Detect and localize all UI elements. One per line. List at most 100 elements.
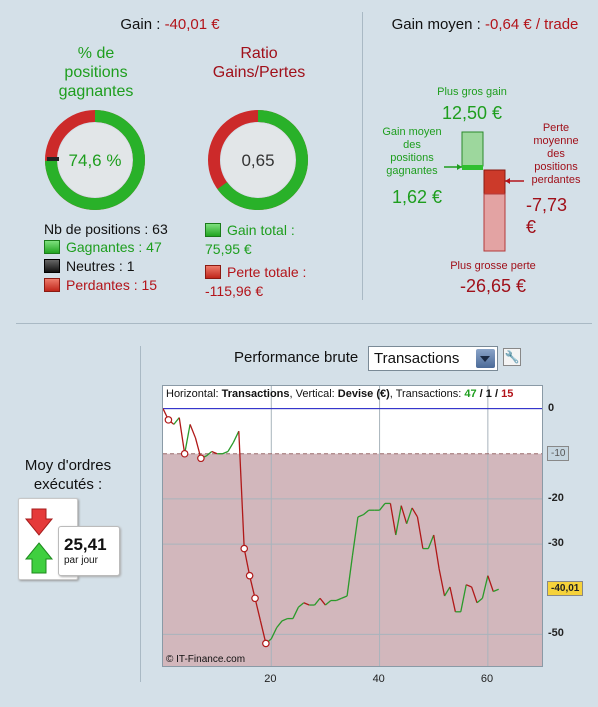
- series-segment: [211, 450, 218, 455]
- series-segment: [205, 450, 213, 457]
- series-segment: [297, 602, 305, 608]
- series-segment: [270, 627, 278, 640]
- perte-moyenne-bar: [483, 169, 506, 195]
- y-tick-label: -50: [548, 627, 564, 640]
- gain-moyen-arrow-head: [457, 164, 462, 170]
- series-segment: [346, 555, 354, 597]
- ratio-value: 0,65: [241, 151, 275, 170]
- plus-grosse-perte-bar: [483, 193, 506, 252]
- series-segment: [379, 503, 386, 511]
- gain-total: Gain total : 75,95 €: [205, 221, 295, 259]
- moy-value: 25,41: [64, 535, 107, 554]
- gain-loss-bars: [444, 131, 524, 252]
- ratio-donut: [208, 110, 308, 210]
- green-swatch-icon: [44, 240, 60, 254]
- y-tick-label: 0: [548, 401, 555, 414]
- loss-point: [197, 454, 205, 463]
- series-segment: [493, 588, 499, 593]
- perte-totale: Perte totale : -115,96 €: [205, 263, 306, 301]
- wrench-icon[interactable]: 🔧: [503, 348, 521, 366]
- moy-label: Moy d'ordres exécutés :: [24, 457, 112, 493]
- hdr-vertical: Devise (€): [337, 388, 390, 400]
- top-divider: [362, 12, 363, 300]
- hdr-slash-1: /: [476, 388, 486, 400]
- series-segment: [427, 534, 435, 549]
- hdr-slash-2: /: [491, 388, 502, 400]
- loss-point: [164, 416, 173, 424]
- green-swatch-icon: [205, 223, 221, 237]
- y-tick-label: -30: [548, 537, 564, 550]
- gain-moyen-pos-value: 1,62 €: [391, 187, 443, 207]
- perdantes-label: Perdantes : 15: [66, 277, 158, 293]
- performance-chart: [163, 386, 542, 666]
- series-segment: [178, 417, 186, 454]
- perte-totale-label: Perte totale :: [227, 264, 307, 280]
- hdr-tx-neutral: 1: [485, 388, 492, 400]
- hdr-horizontal: Transactions: [221, 388, 290, 400]
- series-segment: [357, 514, 364, 518]
- series-segment: [411, 507, 419, 518]
- gain-header: Gain : -40,01 €: [0, 16, 340, 33]
- donut-neutral-mark: [47, 157, 59, 161]
- series-segment: [243, 548, 251, 576]
- series-segment: [449, 586, 457, 612]
- chart-header: Horizontal: Transactions, Vertical: Devi…: [166, 388, 513, 400]
- red-swatch-icon: [44, 278, 60, 292]
- plus-grosse-perte-label: Plus grosse perte: [450, 260, 536, 272]
- nb-positions: Nb de positions : 63: [44, 221, 168, 237]
- series-segment: [232, 430, 240, 443]
- series-segment: [222, 450, 229, 455]
- gain-moyen-value: -0,64 € / trade: [484, 16, 579, 33]
- gain-value: -40,01 €: [164, 16, 220, 33]
- perte-moyenne-arrow-head: [505, 178, 510, 184]
- x-tick-label: 60: [480, 673, 494, 685]
- loss-point: [240, 544, 249, 553]
- hdr-tx: , Transactions:: [389, 388, 465, 400]
- red-swatch-icon: [205, 265, 221, 279]
- series-segment: [416, 516, 424, 549]
- perf-label: Performance brute: [234, 349, 359, 366]
- loss-point: [180, 449, 189, 458]
- loss-point: [262, 639, 270, 648]
- hdr-prefix: Horizontal:: [166, 388, 222, 400]
- series-segment: [184, 424, 191, 454]
- perte-moyenne-label: Perte moyenne des positions perdantes: [531, 122, 581, 186]
- series-segment: [460, 584, 467, 612]
- legend-perdantes: Perdantes : 15: [44, 277, 157, 293]
- gain-total-label: Gain total :: [227, 222, 295, 238]
- donut-center: [58, 123, 132, 197]
- series-segment: [481, 575, 489, 599]
- series-segment: [433, 534, 440, 570]
- series-segment: [336, 597, 342, 602]
- series-segment: [227, 442, 234, 452]
- series-segment: [487, 575, 494, 592]
- ratio-title: Ratio Gains/Pertes: [212, 45, 306, 81]
- loss-point: [245, 571, 254, 580]
- moy-value-box: 25,41 par jour: [58, 526, 120, 576]
- series-segment: [189, 424, 197, 439]
- down-arrow-icon: [24, 508, 54, 536]
- pct-value: 74,6 %: [68, 151, 122, 170]
- legend-neutres: Neutres : 1: [44, 258, 134, 274]
- moy-unit: par jour: [64, 555, 98, 566]
- chevron-down-icon[interactable]: [476, 349, 495, 368]
- series-segment: [400, 505, 408, 524]
- x-tick-label: 40: [372, 673, 385, 685]
- y-tick-label: -20: [548, 491, 564, 504]
- series-segment: [292, 607, 299, 619]
- perte-moyenne-value: -7,73 €: [526, 195, 568, 237]
- bottom-divider: [140, 346, 141, 682]
- series-segment: [276, 620, 283, 629]
- series-segment: [303, 602, 310, 606]
- series-segment: [389, 503, 397, 536]
- series-segment: [341, 595, 348, 599]
- trade-arrows-icon: [24, 508, 54, 574]
- perte-totale-value: -115,96 €: [205, 283, 264, 299]
- gain-moyen-bar: [462, 165, 483, 170]
- pct-donut: [45, 110, 145, 210]
- up-arrow-icon: [24, 542, 54, 574]
- series-segment: [465, 584, 472, 588]
- middle-divider: [16, 323, 592, 324]
- chart-mode-select[interactable]: Transactions: [368, 346, 498, 371]
- series-segment: [259, 620, 267, 644]
